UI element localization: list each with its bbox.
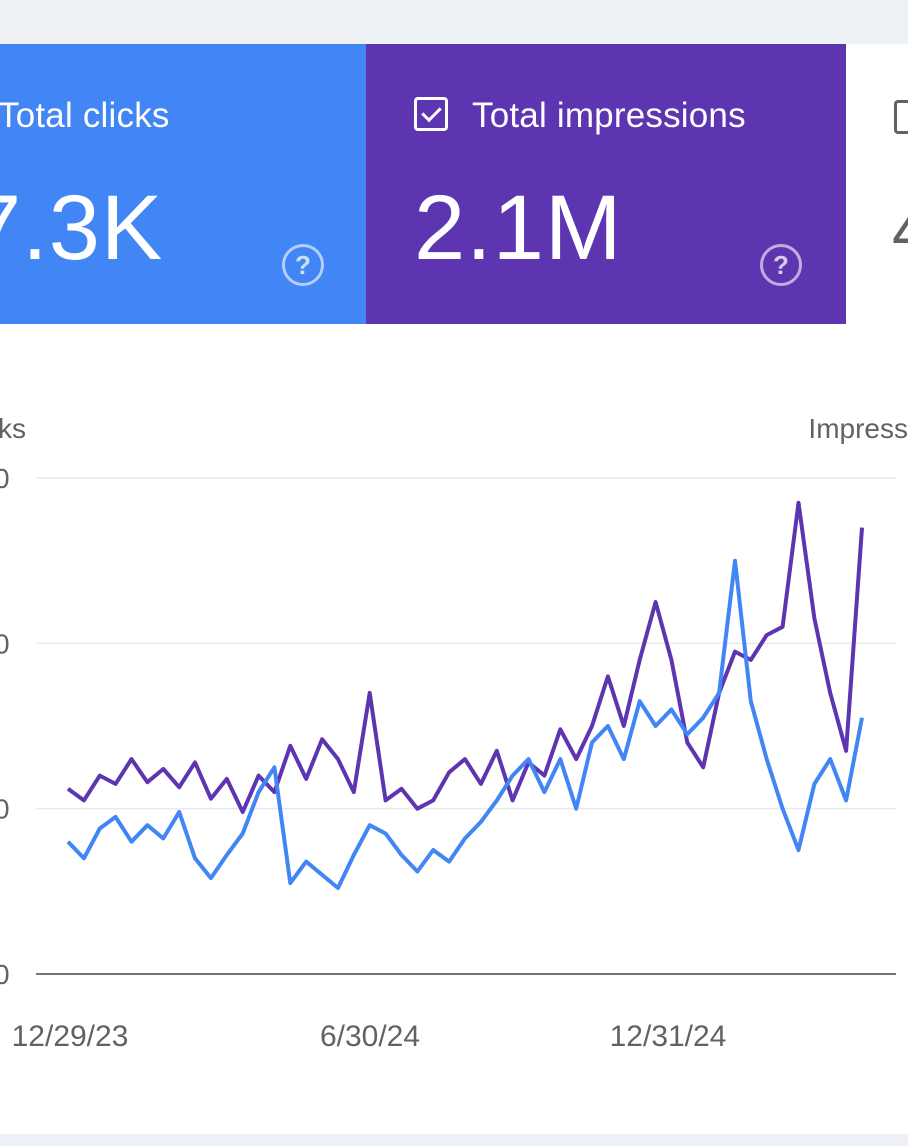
right-axis-label: Impress	[808, 413, 908, 444]
chart-svg: ks Impress 0 0 0 0 12/29/23 6/30/24 12/31/24	[0, 413, 908, 1053]
total-clicks-value: 7.3K	[0, 177, 164, 279]
third-metric-card[interactable]: 4	[846, 44, 908, 324]
y-tick-label: 0	[0, 959, 10, 990]
left-axis-label: ks	[0, 413, 26, 444]
impressions-series-line	[66, 500, 864, 814]
total-clicks-card[interactable]: Total clicks 7.3K ?	[0, 44, 366, 324]
total-impressions-value: 2.1M	[414, 177, 623, 279]
x-tick-labels: 12/29/23 6/30/24 12/31/24	[12, 1020, 727, 1053]
help-icon[interactable]: ?	[760, 244, 802, 286]
series-lines	[66, 500, 864, 890]
x-tick-label: 6/30/24	[320, 1020, 420, 1053]
y-tick-label: 0	[0, 463, 10, 494]
x-tick-label: 12/31/24	[610, 1020, 727, 1053]
gridlines	[36, 477, 896, 975]
checkbox-checked-icon[interactable]	[414, 97, 448, 131]
y-tick-labels: 0 0 0 0	[0, 463, 10, 990]
bottom-strip	[0, 1134, 908, 1146]
y-tick-label: 0	[0, 794, 10, 825]
total-impressions-card[interactable]: Total impressions 2.1M ?	[366, 44, 846, 324]
total-clicks-label: Total clicks	[0, 96, 170, 135]
help-icon[interactable]: ?	[282, 244, 324, 286]
third-metric-value: 4	[892, 194, 908, 268]
performance-chart: ks Impress 0 0 0 0 12/29/23 6/30/24 12/31/24	[0, 324, 908, 1134]
clicks-series-line	[66, 558, 864, 890]
top-strip	[0, 0, 908, 44]
checkbox-unchecked-icon[interactable]	[894, 100, 908, 134]
x-tick-label: 12/29/23	[12, 1020, 129, 1053]
y-tick-label: 0	[0, 628, 10, 659]
total-impressions-label: Total impressions	[472, 96, 746, 135]
metric-cards: Total clicks 7.3K ? Total impressions 2.…	[0, 44, 908, 324]
